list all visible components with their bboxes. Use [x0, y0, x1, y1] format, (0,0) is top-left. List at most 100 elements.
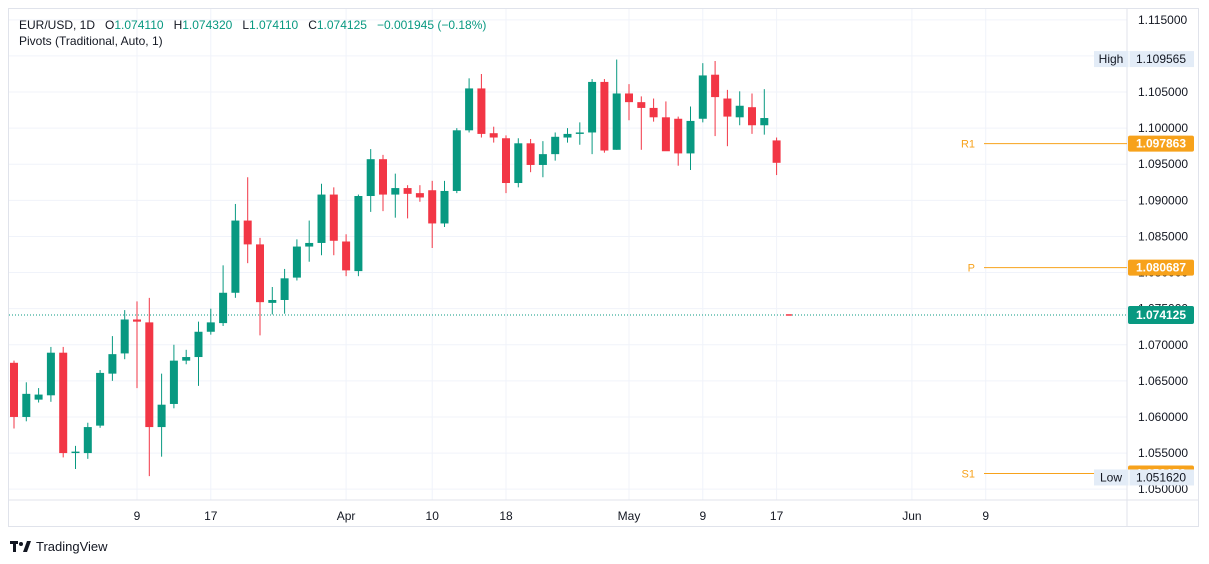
candle-body[interactable]	[354, 196, 363, 272]
candle-body[interactable]	[280, 278, 289, 300]
open-value: 1.074110	[114, 18, 164, 32]
pivot-price-badge-text: 1.097863	[1136, 137, 1186, 151]
candle-body[interactable]	[96, 372, 105, 426]
candle-body[interactable]	[735, 105, 744, 118]
candle-body[interactable]	[292, 246, 301, 278]
x-axis-tick-label: May	[618, 509, 641, 523]
y-axis-tick-label: 1.085000	[1138, 229, 1188, 243]
candle-body[interactable]	[502, 138, 510, 184]
pivot-label-p: P	[968, 263, 975, 275]
candle-body[interactable]	[575, 132, 584, 134]
candle-body[interactable]	[600, 81, 609, 151]
last-price-badge	[1128, 305, 1194, 324]
candle-body[interactable]	[415, 193, 424, 198]
candle-body[interactable]	[551, 136, 560, 155]
candle-body[interactable]	[760, 118, 769, 126]
candle-body[interactable]	[243, 220, 252, 245]
candle-body[interactable]	[379, 159, 387, 195]
candle-body[interactable]	[452, 130, 461, 191]
candle-body[interactable]	[206, 322, 215, 332]
candle-body[interactable]	[403, 188, 412, 194]
candle-body[interactable]	[169, 360, 178, 404]
symbol-name[interactable]: EUR/USD, 1D	[19, 18, 96, 32]
candle-body[interactable]	[133, 319, 141, 322]
candle-body[interactable]	[538, 154, 547, 165]
candle-body[interactable]	[723, 98, 732, 117]
x-axis-tick-label: 10	[426, 509, 440, 523]
tradingview-logo[interactable]: TradingView	[10, 539, 108, 554]
candle-body[interactable]	[391, 188, 400, 195]
open-label: O	[105, 18, 115, 32]
y-axis-tick-label: 1.090000	[1138, 193, 1188, 207]
candle-body[interactable]	[686, 120, 695, 154]
candle-body[interactable]	[514, 143, 523, 184]
candle-body[interactable]	[674, 118, 683, 154]
candle-body[interactable]	[465, 88, 474, 131]
low-badge	[1094, 469, 1194, 486]
close-value: 1.074125	[316, 18, 367, 32]
candle-body[interactable]	[59, 352, 68, 454]
candle-body[interactable]	[71, 451, 80, 454]
last-price-badge-text: 1.074125	[1136, 308, 1186, 322]
candle-body[interactable]	[268, 299, 277, 303]
candle-body[interactable]	[46, 352, 55, 396]
candle-body[interactable]	[256, 244, 264, 303]
candle-body[interactable]	[22, 393, 31, 417]
candle-body[interactable]	[182, 357, 191, 361]
candle-body[interactable]	[625, 93, 633, 103]
candle-body[interactable]	[219, 292, 228, 324]
pivot-label-s1: S1	[962, 468, 975, 480]
candle-body[interactable]	[661, 117, 670, 152]
indicator-legend[interactable]: Pivots (Traditional, Auto, 1)	[19, 34, 163, 48]
pivot-price-badge	[1128, 259, 1194, 276]
candle-body[interactable]	[588, 81, 597, 133]
candle-body[interactable]	[231, 220, 240, 293]
candle-body[interactable]	[83, 427, 92, 454]
candle-body[interactable]	[489, 133, 498, 138]
x-axis-tick-label: Jun	[902, 509, 921, 523]
candle-body[interactable]	[637, 102, 646, 108]
candle-body[interactable]	[477, 88, 486, 134]
pivot-price-badge	[1128, 135, 1194, 152]
candle-body[interactable]	[711, 74, 720, 98]
high-value: 1.074320	[182, 18, 233, 32]
candle-body[interactable]	[772, 140, 781, 163]
candle-body[interactable]	[305, 242, 314, 247]
candle-body[interactable]	[440, 190, 449, 224]
candle-body[interactable]	[698, 75, 707, 119]
x-axis-tick-label: Apr	[337, 509, 356, 523]
candle-body[interactable]	[108, 354, 117, 374]
low-badge-value: 1.051620	[1136, 470, 1186, 484]
candle-body[interactable]	[317, 194, 326, 243]
pivot-price-badge-text: 1.080687	[1136, 261, 1186, 275]
y-axis-tick-label: 1.115000	[1138, 13, 1187, 27]
candle-body[interactable]	[145, 322, 154, 428]
candle-body[interactable]	[120, 319, 129, 354]
candle-body[interactable]	[563, 133, 572, 138]
candle-body[interactable]	[342, 241, 351, 271]
close-label: C	[308, 18, 317, 32]
y-axis-tick-label: 1.100000	[1138, 121, 1188, 135]
candle-body[interactable]	[10, 362, 18, 417]
symbol-legend: EUR/USD, 1D O1.074110 H1.074320 L1.07411…	[19, 16, 486, 34]
candle-body[interactable]	[366, 159, 375, 197]
candle-body[interactable]	[748, 107, 756, 126]
candle-body[interactable]	[612, 93, 621, 150]
pivot-label-r1: R1	[961, 139, 975, 151]
candle-body[interactable]	[526, 143, 535, 165]
high-badge-value: 1.109565	[1136, 52, 1186, 66]
y-axis-tick-label: 1.095000	[1138, 157, 1188, 171]
candle-body[interactable]	[428, 190, 437, 224]
candle-body[interactable]	[194, 331, 203, 358]
candle-body[interactable]	[34, 394, 43, 400]
x-axis-tick-label: 17	[770, 509, 784, 523]
tradingview-logo-icon	[10, 540, 31, 552]
candle-body[interactable]	[649, 107, 658, 118]
candle-body[interactable]	[157, 404, 166, 428]
y-axis-tick-label: 1.055000	[1138, 446, 1188, 460]
low-label: L	[242, 18, 249, 32]
y-axis-tick-label: 1.070000	[1138, 338, 1188, 352]
candle-body[interactable]	[329, 194, 338, 241]
x-axis-tick-label: 9	[982, 509, 989, 523]
